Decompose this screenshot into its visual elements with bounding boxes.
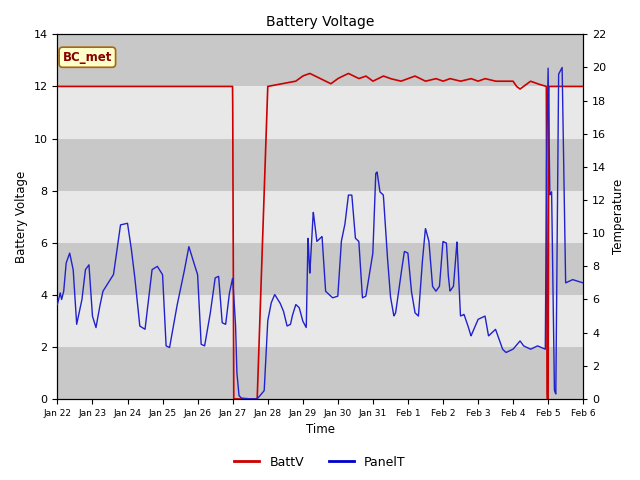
Bar (58, 295, 583, 347)
Y-axis label: Temperature: Temperature (612, 179, 625, 254)
Bar (58, 35, 583, 86)
Bar (58, 139, 583, 191)
Title: Battery Voltage: Battery Voltage (266, 15, 374, 29)
Bar (58, 191, 583, 243)
Bar (58, 243, 583, 295)
X-axis label: Time: Time (306, 423, 335, 436)
Text: BC_met: BC_met (63, 51, 112, 64)
Y-axis label: Battery Voltage: Battery Voltage (15, 170, 28, 263)
Bar (58, 86, 583, 139)
Bar (58, 347, 583, 399)
Legend: BattV, PanelT: BattV, PanelT (229, 451, 411, 474)
